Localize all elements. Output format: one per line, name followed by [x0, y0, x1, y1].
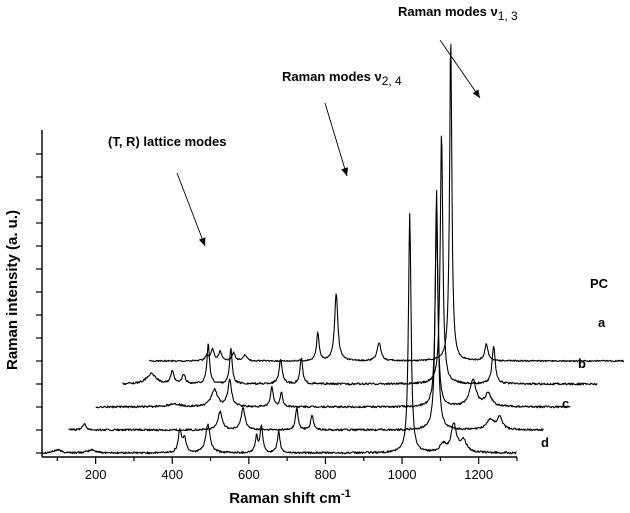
- arrow-head: [198, 237, 206, 246]
- series-label-b: b: [578, 356, 586, 371]
- series-line-d: [41, 212, 517, 455]
- series-line-c: [68, 190, 544, 432]
- x-tick-label: 1000: [388, 467, 417, 482]
- annotation-3: Raman modes ν1, 3: [398, 4, 518, 23]
- annotation-sub: 1, 3: [498, 9, 518, 23]
- annotation-arrow: [176, 172, 206, 247]
- annotation-arrow: [439, 39, 481, 99]
- x-ticks: 200 400 600 800 1000 1200: [56, 457, 518, 482]
- series-line-b: [95, 209, 571, 409]
- x-axis-title-sup: -1: [341, 488, 351, 500]
- series-label-c: c: [562, 396, 569, 411]
- annotation-main: Raman modes ν: [282, 69, 382, 84]
- arrow-head: [341, 167, 348, 176]
- x-axis-title-text: Raman shift cm: [229, 490, 341, 507]
- series-line-a: [122, 135, 598, 386]
- series-label-PC: PC: [590, 276, 609, 291]
- annotation-main: Raman modes ν: [398, 4, 498, 19]
- series-label-a: a: [598, 315, 606, 330]
- x-tick-label: 800: [315, 467, 337, 482]
- arrow-head: [472, 89, 480, 98]
- series-group: d c b a PC: [41, 43, 625, 455]
- x-tick-label: 1200: [464, 467, 493, 482]
- annotation-arrow: [324, 102, 348, 177]
- x-tick-label: 600: [238, 467, 260, 482]
- series-label-d: d: [541, 435, 549, 450]
- x-tick-label: 400: [161, 467, 183, 482]
- annotation-sub: 2, 4: [382, 74, 402, 88]
- annotation-2: Raman modes ν2, 4: [282, 69, 402, 88]
- y-ticks: [36, 153, 42, 454]
- y-axis-title: Raman intensity (a. u.): [4, 210, 21, 370]
- series-line-PC: [148, 43, 625, 363]
- annotation-main: (T, R) lattice modes: [108, 134, 226, 149]
- x-axis-title: Raman shift cm-1: [229, 488, 350, 507]
- x-tick-label: 200: [85, 467, 107, 482]
- annotation-1: (T, R) lattice modes: [108, 134, 226, 149]
